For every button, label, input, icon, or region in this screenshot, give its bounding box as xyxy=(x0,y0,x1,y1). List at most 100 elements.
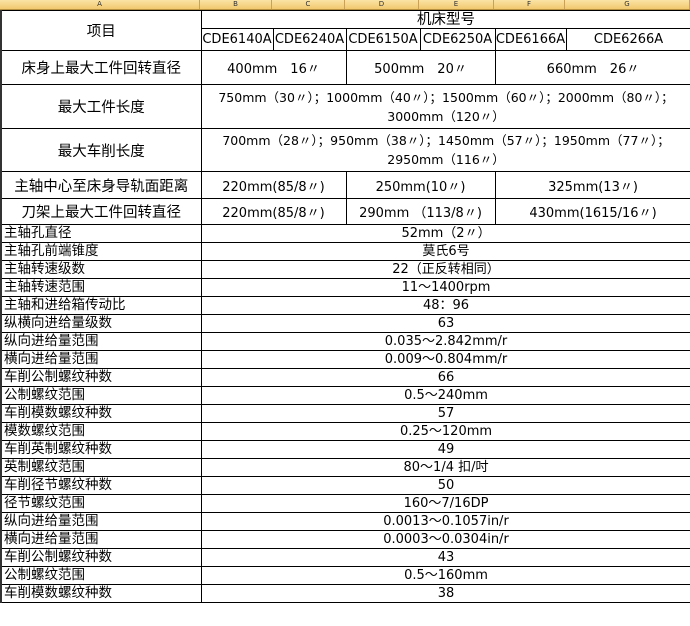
model-cell[interactable]: CDE6150A xyxy=(345,28,421,51)
spec-label[interactable]: 纵横向进给量级数 xyxy=(0,314,202,333)
spec-value[interactable]: 38 xyxy=(200,584,690,603)
column-header-B[interactable]: B xyxy=(200,0,272,9)
spec-label[interactable]: 主轴孔直径 xyxy=(0,224,202,243)
spec-row: 刀架上最大工件回转直径 220mm(85/8〃) 290mm （113/8〃) 430… xyxy=(0,198,690,225)
spec-value[interactable]: 220mm(85/8〃) xyxy=(200,198,347,225)
spec-row: 最大工件长度 750mm（30〃）；1000mm（40〃）；1500mm（60〃）… xyxy=(0,84,690,129)
spec-row: 车削英制螺纹种数 49 xyxy=(0,440,690,459)
spec-value[interactable]: 325mm(13〃) xyxy=(494,171,690,199)
spec-row: 横向进给量范围 0.009～0.804mm/r xyxy=(0,350,690,369)
spec-label[interactable]: 刀架上最大工件回转直径 xyxy=(0,198,202,225)
spec-label[interactable]: 主轴中心至床身导轨面距离 xyxy=(0,171,202,199)
spec-value[interactable]: 57 xyxy=(200,404,690,423)
spec-label[interactable]: 横向进给量范围 xyxy=(0,350,202,369)
spec-value[interactable]: 66 xyxy=(200,368,690,387)
spec-value[interactable]: 50 xyxy=(200,476,690,495)
spec-row: 公制螺纹范围 0.5～160mm xyxy=(0,566,690,585)
spec-value[interactable]: 0.25～120mm xyxy=(200,422,690,441)
column-header-F[interactable]: F xyxy=(494,0,565,9)
spec-value[interactable]: 750mm（30〃）；1000mm（40〃）；1500mm（60〃）；2000m… xyxy=(200,84,690,129)
spec-label[interactable]: 床身上最大工件回转直径 xyxy=(0,50,202,85)
spec-row: 主轴孔直径 52mm（2〃） xyxy=(0,224,690,243)
spec-value[interactable]: 63 xyxy=(200,314,690,333)
spec-row: 径节螺纹范围 160～7/16DP xyxy=(0,494,690,513)
spec-value[interactable]: 220mm(85/8〃) xyxy=(200,171,347,199)
spec-value[interactable]: 500mm 20〃 xyxy=(345,50,496,85)
item-header-cell[interactable]: 项目 xyxy=(0,10,202,51)
spec-label[interactable]: 纵向进给量范围 xyxy=(0,332,202,351)
spec-row: 床身上最大工件回转直径 400mm 16〃 500mm 20〃 660mm 26〃 xyxy=(0,50,690,85)
spec-value[interactable]: 700mm（28〃）；950mm（38〃）；1450mm（57〃）；1950mm… xyxy=(200,128,690,172)
spec-value[interactable]: 0.035～2.842mm/r xyxy=(200,332,690,351)
spec-row: 车削模数螺纹种数 38 xyxy=(0,584,690,603)
spec-label[interactable]: 横向进给量范围 xyxy=(0,530,202,549)
spec-value[interactable]: 0.5～160mm xyxy=(200,566,690,585)
spec-row: 主轴中心至床身导轨面距离 220mm(85/8〃) 250mm(10〃) 325mm(… xyxy=(0,171,690,199)
model-cell[interactable]: CDE6266A xyxy=(565,28,690,51)
spec-row: 车削公制螺纹种数 43 xyxy=(0,548,690,567)
spec-table: 项目 机床型号 CDE6140A CDE6240A CDE6150A CDE6250A… xyxy=(0,10,690,603)
spec-label[interactable]: 模数螺纹范围 xyxy=(0,422,202,441)
spec-row: 公制螺纹范围 0.5～240mm xyxy=(0,386,690,405)
spec-value[interactable]: 80～1/4 扣/吋 xyxy=(200,458,690,477)
spec-label[interactable]: 车削公制螺纹种数 xyxy=(0,548,202,567)
spec-value[interactable]: 49 xyxy=(200,440,690,459)
column-header-D[interactable]: D xyxy=(345,0,419,9)
model-cell[interactable]: CDE6166A xyxy=(494,28,567,51)
spec-label[interactable]: 车削模数螺纹种数 xyxy=(0,404,202,423)
column-header-E[interactable]: E xyxy=(419,0,494,9)
spec-row: 横向进给量范围 0.0003～0.0304in/r xyxy=(0,530,690,549)
spec-label[interactable]: 车削公制螺纹种数 xyxy=(0,368,202,387)
spec-value[interactable]: 250mm(10〃) xyxy=(345,171,496,199)
spec-value[interactable]: 0.0003～0.0304in/r xyxy=(200,530,690,549)
spec-value[interactable]: 430mm(1615/16〃) xyxy=(494,198,690,225)
spec-value[interactable]: 11～1400rpm xyxy=(200,278,690,297)
spec-value[interactable]: 0.5～240mm xyxy=(200,386,690,405)
spec-label[interactable]: 径节螺纹范围 xyxy=(0,494,202,513)
spec-label[interactable]: 车削径节螺纹种数 xyxy=(0,476,202,495)
spec-row: 最大车削长度 700mm（28〃）；950mm（38〃）；1450mm（57〃）；… xyxy=(0,128,690,172)
spec-label[interactable]: 纵向进给量范围 xyxy=(0,512,202,531)
spec-row: 纵向进给量范围 0.0013～0.1057in/r xyxy=(0,512,690,531)
spec-value[interactable]: 290mm （113/8〃) xyxy=(345,198,496,225)
spec-value[interactable]: 48：96 xyxy=(200,296,690,315)
spec-label[interactable]: 主轴孔前端锥度 xyxy=(0,242,202,261)
spec-value[interactable]: 22（正反转相同） xyxy=(200,260,690,279)
spec-label[interactable]: 车削模数螺纹种数 xyxy=(0,584,202,603)
column-header-G[interactable]: G xyxy=(565,0,690,9)
spec-value[interactable]: 43 xyxy=(200,548,690,567)
spec-value[interactable]: 400mm 16〃 xyxy=(200,50,347,85)
model-cell[interactable]: CDE6250A xyxy=(419,28,496,51)
spec-row: 模数螺纹范围 0.25～120mm xyxy=(0,422,690,441)
column-header-C[interactable]: C xyxy=(272,0,345,9)
spec-label[interactable]: 主轴和进给箱传动比 xyxy=(0,296,202,315)
spec-row: 车削模数螺纹种数 57 xyxy=(0,404,690,423)
spec-value[interactable]: 莫氏6号 xyxy=(200,242,690,261)
spec-row: 主轴转速范围 11～1400rpm xyxy=(0,278,690,297)
spec-value[interactable]: 0.009～0.804mm/r xyxy=(200,350,690,369)
spec-row: 英制螺纹范围 80～1/4 扣/吋 xyxy=(0,458,690,477)
spec-row: 纵向进给量范围 0.035～2.842mm/r xyxy=(0,332,690,351)
spec-label[interactable]: 公制螺纹范围 xyxy=(0,566,202,585)
model-cell[interactable]: CDE6240A xyxy=(272,28,347,51)
column-header-A[interactable]: A xyxy=(0,0,200,9)
spec-value[interactable]: 52mm（2〃） xyxy=(200,224,690,243)
spec-row: 纵横向进给量级数 63 xyxy=(0,314,690,333)
spec-row: 主轴和进给箱传动比 48：96 xyxy=(0,296,690,315)
spec-label[interactable]: 主轴转速范围 xyxy=(0,278,202,297)
spec-label[interactable]: 最大工件长度 xyxy=(0,84,202,129)
spec-value[interactable]: 0.0013～0.1057in/r xyxy=(200,512,690,531)
model-group-header[interactable]: 机床型号 xyxy=(200,10,690,29)
spec-row: 车削径节螺纹种数 50 xyxy=(0,476,690,495)
spec-label[interactable]: 英制螺纹范围 xyxy=(0,458,202,477)
spec-label[interactable]: 主轴转速级数 xyxy=(0,260,202,279)
spec-label[interactable]: 车削英制螺纹种数 xyxy=(0,440,202,459)
spec-label[interactable]: 公制螺纹范围 xyxy=(0,386,202,405)
spec-label[interactable]: 最大车削长度 xyxy=(0,128,202,172)
spec-row: 车削公制螺纹种数 66 xyxy=(0,368,690,387)
spec-value[interactable]: 660mm 26〃 xyxy=(494,50,690,85)
model-cell[interactable]: CDE6140A xyxy=(200,28,274,51)
spec-value[interactable]: 160～7/16DP xyxy=(200,494,690,513)
spec-row: 主轴转速级数 22（正反转相同） xyxy=(0,260,690,279)
